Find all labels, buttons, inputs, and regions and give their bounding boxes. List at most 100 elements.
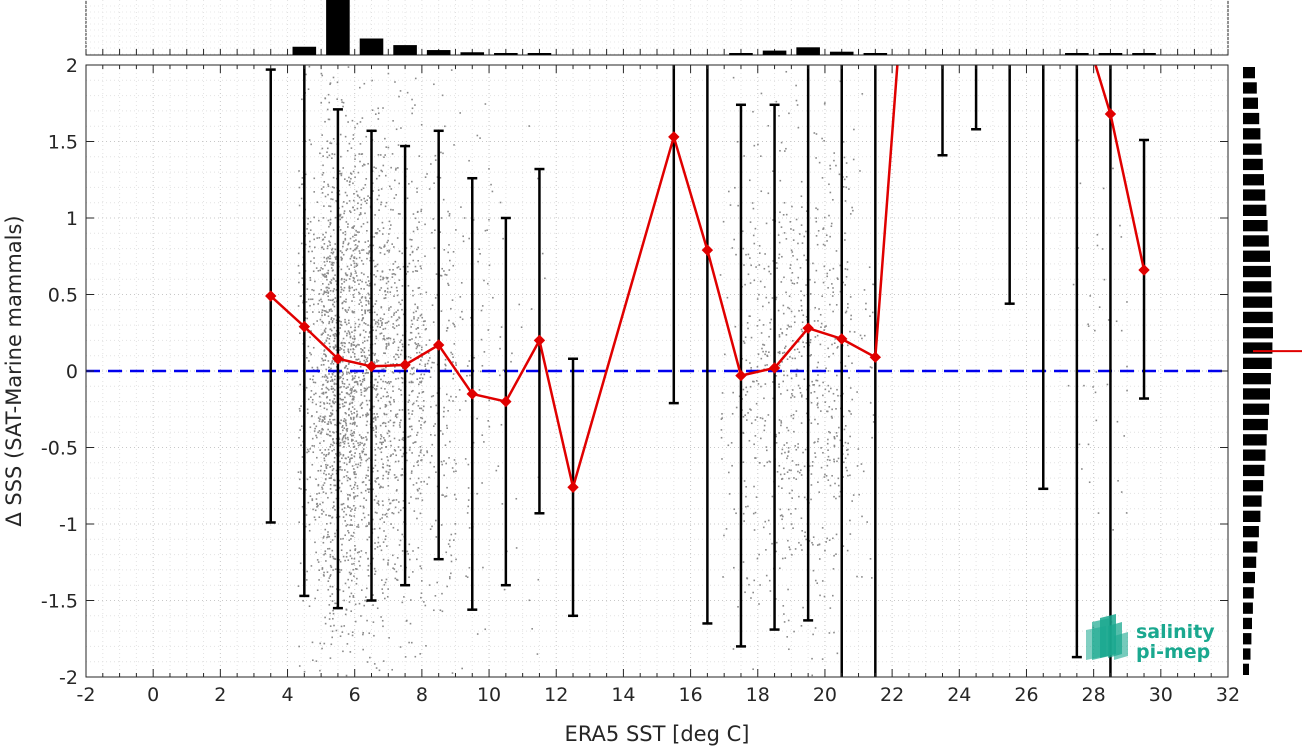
scatter-point bbox=[348, 451, 351, 453]
scatter-point bbox=[765, 446, 768, 448]
scatter-point bbox=[311, 463, 314, 466]
scatter-point bbox=[414, 265, 417, 268]
scatter-point bbox=[804, 531, 806, 534]
scatter-point bbox=[348, 586, 350, 589]
scatter-point bbox=[360, 287, 363, 290]
scatter-point bbox=[412, 442, 415, 444]
scatter-point bbox=[756, 416, 758, 418]
scatter-point bbox=[386, 382, 389, 384]
scatter-point bbox=[1106, 383, 1109, 386]
scatter-point bbox=[450, 554, 453, 557]
scatter-point bbox=[356, 245, 359, 247]
scatter-point bbox=[363, 377, 366, 380]
scatter-point bbox=[315, 411, 318, 413]
scatter-point bbox=[352, 348, 355, 351]
scatter-point bbox=[752, 234, 755, 237]
scatter-point bbox=[812, 633, 814, 636]
scatter-point bbox=[319, 469, 322, 472]
scatter-point bbox=[360, 225, 363, 228]
scatter-point bbox=[537, 578, 540, 581]
scatter-point bbox=[330, 414, 333, 416]
scatter-point bbox=[420, 381, 422, 384]
scatter-point bbox=[327, 389, 330, 391]
scatter-point bbox=[833, 460, 836, 463]
right-histogram-bar bbox=[1243, 311, 1273, 324]
scatter-point bbox=[344, 469, 346, 471]
scatter-point bbox=[417, 246, 420, 249]
scatter-point bbox=[368, 632, 371, 635]
scatter-point bbox=[766, 355, 769, 358]
scatter-point bbox=[790, 414, 793, 417]
scatter-point bbox=[780, 393, 782, 395]
scatter-point bbox=[843, 428, 846, 431]
scatter-point bbox=[328, 618, 331, 620]
scatter-point bbox=[424, 320, 426, 322]
scatter-point bbox=[783, 347, 786, 349]
scatter-point bbox=[386, 249, 389, 252]
scatter-point bbox=[779, 567, 781, 570]
scatter-point bbox=[837, 457, 840, 460]
scatter-point bbox=[373, 412, 376, 415]
scatter-point bbox=[473, 356, 476, 359]
scatter-point bbox=[325, 339, 328, 342]
scatter-point bbox=[321, 311, 323, 314]
mean-marker bbox=[1104, 108, 1117, 120]
scatter-point bbox=[828, 214, 830, 217]
scatter-point bbox=[365, 499, 368, 502]
scatter-point bbox=[441, 267, 444, 270]
scatter-point bbox=[334, 344, 337, 347]
scatter-point bbox=[331, 444, 334, 447]
scatter-point bbox=[324, 374, 327, 376]
scatter-point bbox=[349, 573, 352, 576]
scatter-point bbox=[407, 284, 410, 287]
scatter-point bbox=[408, 576, 410, 579]
scatter-point bbox=[409, 435, 412, 437]
scatter-point bbox=[808, 465, 811, 467]
scatter-point bbox=[344, 433, 347, 436]
scatter-point bbox=[408, 641, 410, 644]
scatter-point bbox=[791, 205, 793, 208]
scatter-point bbox=[401, 601, 404, 604]
scatter-point bbox=[324, 528, 327, 531]
scatter-point bbox=[388, 465, 391, 468]
scatter-point bbox=[338, 486, 341, 489]
scatter-point bbox=[299, 410, 301, 412]
scatter-point bbox=[323, 402, 325, 404]
scatter-point bbox=[384, 154, 386, 156]
scatter-point bbox=[472, 219, 475, 221]
scatter-point bbox=[360, 272, 363, 274]
scatter-point bbox=[396, 290, 398, 292]
scatter-point bbox=[339, 444, 342, 447]
scatter-point bbox=[300, 242, 303, 245]
scatter-point bbox=[783, 444, 786, 446]
scatter-point bbox=[343, 401, 346, 404]
scatter-point bbox=[747, 253, 750, 256]
scatter-point bbox=[359, 213, 362, 215]
scatter-point bbox=[1079, 182, 1082, 185]
scatter-point bbox=[387, 320, 390, 323]
scatter-point bbox=[793, 477, 795, 479]
scatter-point bbox=[323, 353, 325, 355]
scatter-point bbox=[769, 321, 771, 324]
scatter-point bbox=[356, 410, 358, 413]
scatter-point bbox=[358, 196, 361, 199]
scatter-point bbox=[775, 442, 778, 444]
scatter-point bbox=[349, 506, 351, 509]
scatter-point bbox=[827, 449, 829, 451]
scatter-point bbox=[334, 248, 337, 251]
scatter-point bbox=[827, 438, 829, 441]
scatter-point bbox=[360, 384, 363, 386]
scatter-point bbox=[797, 340, 800, 343]
scatter-point bbox=[342, 502, 345, 505]
scatter-point bbox=[298, 272, 301, 274]
scatter-point bbox=[344, 233, 347, 236]
scatter-point bbox=[399, 353, 402, 356]
scatter-point bbox=[310, 396, 312, 398]
scatter-point bbox=[418, 392, 420, 395]
scatter-point bbox=[372, 557, 374, 560]
scatter-point bbox=[728, 471, 730, 474]
scatter-point bbox=[343, 345, 346, 348]
scatter-point bbox=[760, 332, 763, 334]
scatter-point bbox=[396, 363, 398, 365]
scatter-point bbox=[402, 446, 404, 449]
